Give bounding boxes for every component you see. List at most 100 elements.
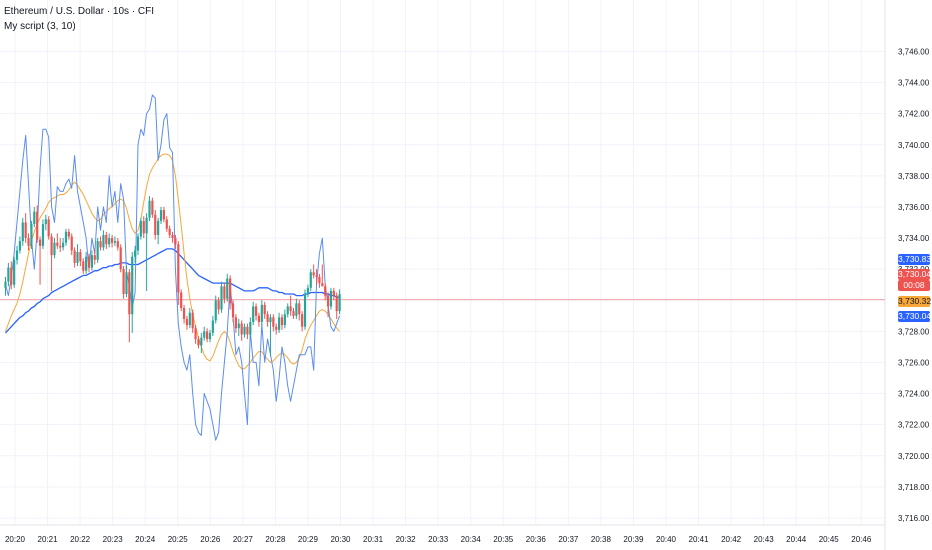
candle-body: [185, 318, 189, 326]
y-tick-label: 3,734.00: [898, 234, 930, 243]
candle-body: [214, 300, 217, 321]
candle-body: [326, 295, 330, 307]
candle-body: [243, 326, 246, 335]
x-tick-label: 20:46: [851, 535, 872, 544]
candle-body: [237, 323, 240, 329]
candle-body: [67, 231, 70, 237]
candle-body: [90, 255, 93, 268]
candle-body: [229, 278, 232, 304]
x-tick-label: 20:26: [200, 535, 221, 544]
x-tick-label: 20:22: [70, 535, 91, 544]
candle-body: [217, 300, 220, 310]
x-tick-label: 20:32: [396, 535, 417, 544]
y-tick-label: 3,720.00: [898, 452, 930, 461]
candle-body: [70, 236, 73, 251]
candle-body: [208, 332, 212, 340]
candle-body: [162, 210, 165, 220]
candle-body: [315, 275, 318, 277]
candle-body: [254, 306, 258, 316]
blue-price-tag-top: 3,730.83: [898, 254, 932, 265]
candle-body: [53, 242, 56, 256]
candle-body: [332, 290, 335, 296]
candle-body: [298, 303, 301, 315]
candle-body: [15, 250, 19, 260]
y-tick-label: 3,726.00: [898, 358, 930, 367]
candle-body: [56, 242, 59, 246]
y-tick-label: 3,724.00: [898, 390, 930, 399]
y-tick-label: 3,722.00: [898, 421, 930, 430]
candle-body: [134, 250, 137, 257]
candle-body: [303, 294, 307, 327]
x-tick-label: 20:24: [135, 535, 156, 544]
candle-body: [231, 303, 235, 318]
candle-body: [168, 228, 171, 235]
candle-body: [24, 222, 27, 239]
candle-body: [312, 272, 315, 276]
candle-body: [47, 219, 50, 237]
x-tick-label: 20:25: [168, 535, 189, 544]
candle-body: [105, 234, 108, 245]
x-tick-label: 20:21: [38, 535, 59, 544]
candle-body: [263, 304, 266, 315]
y-tick-label: 3,728.00: [898, 327, 930, 336]
y-tick-label: 3,718.00: [898, 483, 930, 492]
x-tick-label: 20:42: [721, 535, 742, 544]
candle-body: [131, 256, 134, 315]
candle-body: [223, 286, 226, 299]
y-tick-label: 3,744.00: [898, 79, 930, 88]
candle-body: [10, 267, 13, 285]
candle-body: [301, 314, 304, 327]
candle-body: [119, 247, 122, 270]
candle-body: [171, 234, 174, 239]
x-tick-label: 20:28: [265, 535, 286, 544]
candle-body: [79, 252, 82, 262]
candle-body: [157, 220, 160, 235]
candle-body: [96, 241, 99, 260]
candle-body: [206, 331, 209, 340]
candle-body: [278, 317, 281, 330]
candle-body: [177, 244, 180, 293]
candle-body: [200, 337, 203, 346]
candle-body: [197, 339, 200, 346]
candle-body: [13, 259, 16, 285]
candle-body: [108, 238, 111, 245]
candle-body: [182, 308, 186, 319]
candle-body: [128, 272, 131, 315]
candle-body: [44, 219, 47, 225]
x-tick-label: 20:37: [558, 535, 579, 544]
indicator-title[interactable]: My script (3, 10): [4, 21, 76, 32]
x-tick-label: 20:45: [819, 535, 840, 544]
candle-body: [257, 315, 261, 323]
x-tick-label: 20:33: [428, 535, 449, 544]
candle-body: [203, 331, 206, 338]
candle-body: [110, 238, 114, 243]
candle-body: [266, 314, 269, 323]
x-tick-label: 20:34: [461, 535, 482, 544]
candle-body: [122, 269, 125, 295]
x-tick-label: 20:23: [103, 535, 124, 544]
candle-body: [234, 317, 237, 329]
candle-body: [324, 286, 327, 296]
candle-body: [174, 238, 177, 245]
candle-body: [18, 241, 21, 251]
candle-body: [116, 241, 119, 248]
y-tick-label: 3,742.00: [898, 110, 930, 119]
candle-body: [33, 211, 36, 225]
candle-body: [87, 256, 91, 268]
candle-body: [260, 304, 263, 323]
candle-body: [338, 294, 341, 312]
candle-body: [136, 236, 140, 251]
symbol-title[interactable]: Ethereum / U.S. Dollar · 10s · CFI: [4, 6, 155, 17]
x-tick-label: 20:40: [656, 535, 677, 544]
candle-body: [139, 220, 142, 237]
candle-body: [275, 326, 278, 330]
candle-body: [159, 210, 163, 221]
candle-body: [148, 200, 151, 218]
candle-body: [73, 250, 76, 263]
grid: [0, 0, 885, 525]
candle-body: [321, 283, 324, 287]
x-tick-label: 20:20: [5, 535, 26, 544]
candle-body: [145, 217, 148, 234]
